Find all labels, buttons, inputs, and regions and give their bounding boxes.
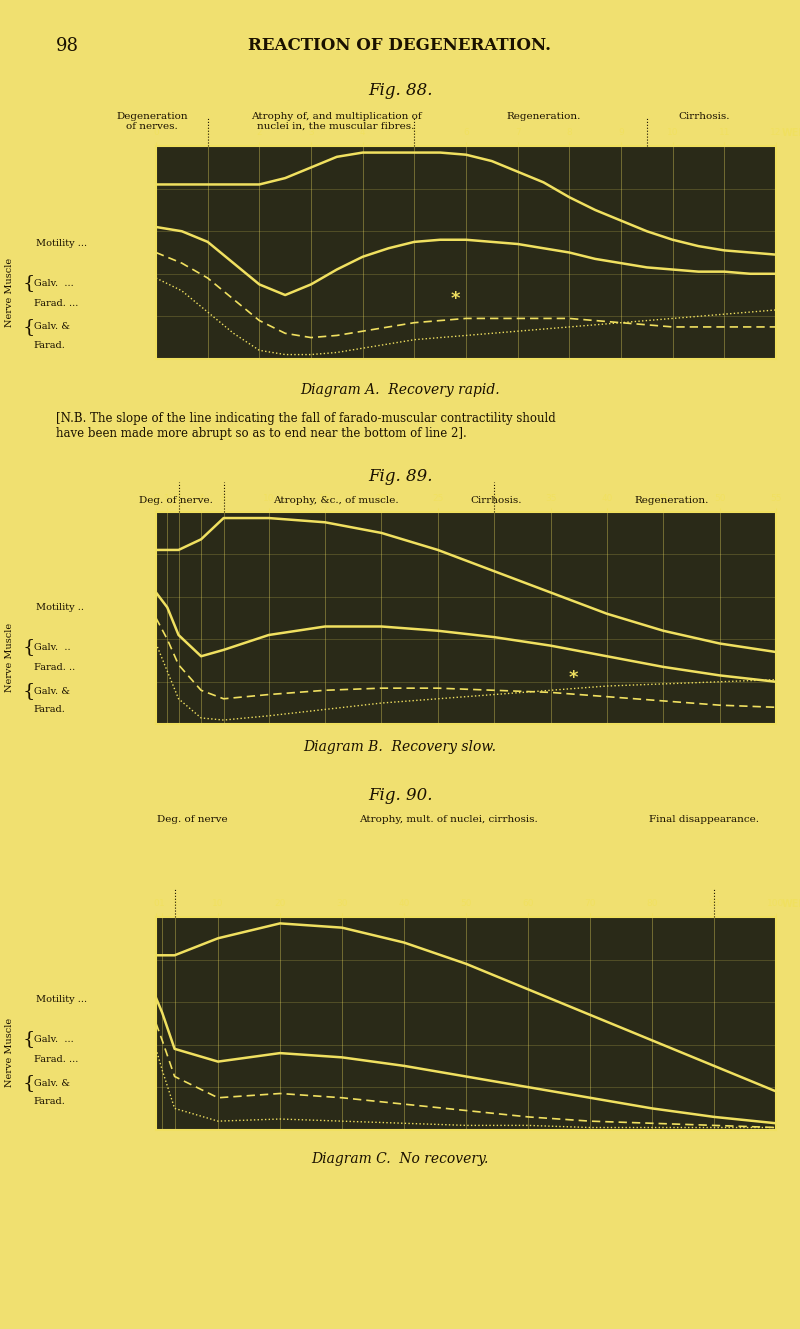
Text: {: { xyxy=(22,318,34,336)
Text: Final disappearance.: Final disappearance. xyxy=(649,815,759,824)
Text: Farad.: Farad. xyxy=(34,1098,66,1106)
Text: Fig. 89.: Fig. 89. xyxy=(368,468,432,485)
Text: Galv.  ...: Galv. ... xyxy=(34,1035,74,1043)
Text: Farad.: Farad. xyxy=(34,706,66,714)
Text: Farad. ...: Farad. ... xyxy=(34,1055,78,1063)
Text: Galv. &: Galv. & xyxy=(34,323,70,331)
Text: Motility ...: Motility ... xyxy=(36,239,87,247)
Text: WEEKS: WEEKS xyxy=(782,128,800,138)
Text: *: * xyxy=(451,290,461,308)
Text: Diagram B.  Recovery slow.: Diagram B. Recovery slow. xyxy=(303,740,497,755)
Text: Deg. of nerve: Deg. of nerve xyxy=(157,815,227,824)
Text: Atrophy, &c., of muscle.: Atrophy, &c., of muscle. xyxy=(273,496,399,505)
Text: Deg. of nerve.: Deg. of nerve. xyxy=(139,496,213,505)
Text: {: { xyxy=(22,1030,34,1049)
Text: WEEKS: WEEKS xyxy=(782,898,800,909)
Text: Motility ..: Motility .. xyxy=(36,603,84,611)
Text: 98: 98 xyxy=(56,37,79,56)
Text: Degeneration
of nerves.: Degeneration of nerves. xyxy=(116,112,188,132)
Text: Atrophy of, and multiplication of
nuclei in, the muscular fibres.: Atrophy of, and multiplication of nuclei… xyxy=(250,112,422,132)
Text: Diagram C.  No recovery.: Diagram C. No recovery. xyxy=(311,1152,489,1167)
Text: Farad. ..: Farad. .. xyxy=(34,663,75,671)
Text: Diagram A.  Recovery rapid.: Diagram A. Recovery rapid. xyxy=(300,383,500,397)
Text: [N.B. The slope of the line indicating the fall of farado-muscular contractility: [N.B. The slope of the line indicating t… xyxy=(56,412,556,440)
Text: *: * xyxy=(568,668,578,687)
Text: Nerve Muscle: Nerve Muscle xyxy=(5,258,14,327)
Text: Galv.  ...: Galv. ... xyxy=(34,279,74,287)
Text: REACTION OF DEGENERATION.: REACTION OF DEGENERATION. xyxy=(249,37,551,54)
Text: {: { xyxy=(22,682,34,700)
Text: Cirrhosis.: Cirrhosis. xyxy=(470,496,522,505)
Text: {: { xyxy=(22,1074,34,1092)
Text: Galv. &: Galv. & xyxy=(34,687,70,695)
Text: Atrophy, mult. of nuclei, cirrhosis.: Atrophy, mult. of nuclei, cirrhosis. xyxy=(358,815,538,824)
Text: Motility ...: Motility ... xyxy=(36,995,87,1003)
Text: Regeneration.: Regeneration. xyxy=(507,112,581,121)
Text: Galv.  ..: Galv. .. xyxy=(34,643,70,651)
Text: Fig. 90.: Fig. 90. xyxy=(368,787,432,804)
Text: Farad. ...: Farad. ... xyxy=(34,299,78,307)
Text: Regeneration.: Regeneration. xyxy=(635,496,709,505)
Text: Nerve Muscle: Nerve Muscle xyxy=(5,1018,14,1087)
Text: {: { xyxy=(22,638,34,657)
Text: Fig. 88.: Fig. 88. xyxy=(368,82,432,100)
Text: Farad.: Farad. xyxy=(34,342,66,350)
Text: Nerve Muscle: Nerve Muscle xyxy=(5,623,14,692)
Text: {: { xyxy=(22,274,34,292)
Text: Galv. &: Galv. & xyxy=(34,1079,70,1087)
Text: Cirrhosis.: Cirrhosis. xyxy=(678,112,730,121)
